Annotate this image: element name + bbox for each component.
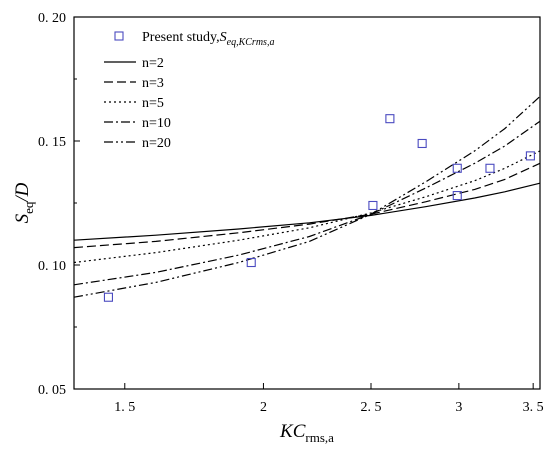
- x-tick-label: 1. 5: [114, 400, 135, 415]
- data-point: [103, 292, 113, 302]
- y-tick-label: 0. 15: [38, 135, 66, 150]
- x-tick-label: 3. 5: [523, 400, 544, 415]
- data-point: [368, 200, 378, 211]
- curve-n5: [73, 150, 541, 264]
- model-curves: [73, 95, 541, 298]
- curve-n20: [73, 95, 541, 298]
- y-axis-title: Seq/D: [12, 182, 36, 223]
- x-tick-label: 2. 5: [360, 400, 381, 415]
- data-point: [485, 163, 495, 173]
- y-tick-label: 0. 20: [38, 11, 66, 26]
- legend-label-n10: n=10: [142, 116, 171, 131]
- data-point: [246, 257, 256, 268]
- plot-frame: [73, 16, 541, 390]
- axis-titles: KCrms,a Seq/D: [12, 182, 334, 445]
- legend-marker-present-study: [114, 31, 124, 41]
- axis-ticks: 1. 5 2 2. 5 3 3. 5 0. 05 0. 10 0. 15 0. 20: [38, 11, 544, 415]
- data-point: [417, 138, 427, 149]
- legend: Present study,Seq,KCrms,a n=2 n=3 n=5 n=10 n=…: [104, 30, 274, 151]
- data-point: [452, 191, 462, 201]
- legend-label-present-study: Present study,Seq,KCrms,a: [142, 30, 274, 48]
- data-point: [385, 114, 395, 124]
- x-tick-label: 2: [260, 400, 267, 415]
- x-axis-title: KCrms,a: [279, 421, 334, 445]
- data-point: [525, 151, 535, 161]
- legend-label-n3: n=3: [142, 76, 164, 91]
- x-tick-label: 3: [455, 400, 462, 415]
- data-point: [452, 163, 462, 173]
- curve-n2: [73, 182, 541, 241]
- legend-label-n20: n=20: [142, 136, 171, 151]
- y-tick-label: 0. 10: [38, 259, 66, 274]
- curve-n3: [73, 162, 541, 249]
- legend-label-n5: n=5: [142, 96, 164, 111]
- data-markers: [103, 114, 535, 302]
- y-tick-label: 0. 05: [38, 383, 66, 398]
- legend-label-n2: n=2: [142, 56, 164, 71]
